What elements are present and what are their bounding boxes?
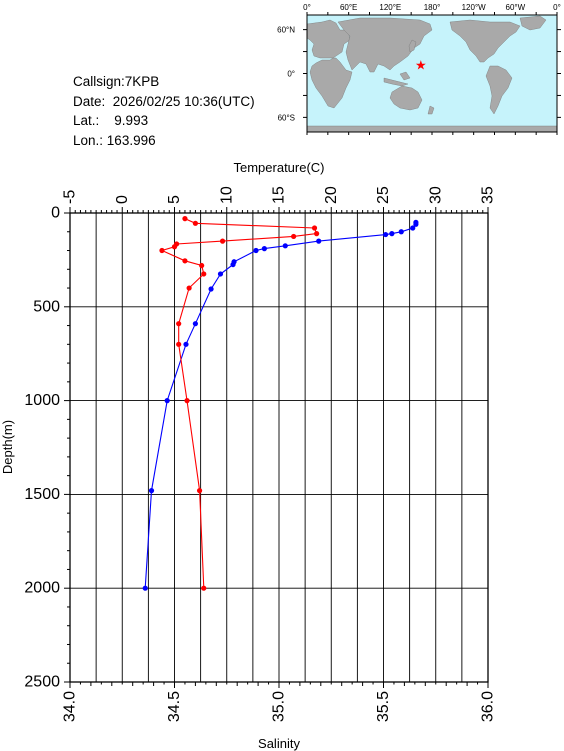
temperature-profile-line <box>144 222 417 589</box>
temperature-data-point <box>230 261 236 268</box>
map-lon-label: 180° <box>424 3 441 12</box>
temperature-axis-title: Temperature(C) <box>233 160 324 175</box>
temperature-tick-labels: -5 0 5 10 15 20 25 30 35 <box>62 186 497 204</box>
salinity-data-point <box>186 285 192 291</box>
depth-tick-label: 500 <box>33 298 60 315</box>
salinity-data-point <box>171 244 178 250</box>
temperature-data-point <box>217 271 224 277</box>
station-info: Callsign:7KPB Date: 2026/02/25 10:36(UTC… <box>73 72 255 150</box>
salinity-tick-label: 36.0 <box>480 691 497 722</box>
salinity-data-point <box>201 271 207 277</box>
temperature-data-point <box>389 231 395 237</box>
date-value: 2026/02/25 10:36(UTC) <box>112 93 255 109</box>
temperature-tick-label: -5 <box>62 190 79 204</box>
temperature-data-point <box>253 247 259 254</box>
date-label: Date: <box>73 93 106 109</box>
chart-grid <box>69 213 489 682</box>
temperature-data-point <box>282 243 288 249</box>
salinity-data-point <box>314 231 320 237</box>
location-star-icon: ★ <box>415 59 427 74</box>
depth-tick-labels: 0 500 1000 1500 2000 2500 <box>24 205 60 691</box>
date-line: Date: 2026/02/25 10:36(UTC) <box>73 92 255 112</box>
salinity-tick-labels: 34.0 34.5 35.0 35.5 36.0 <box>62 691 497 722</box>
temperature-data-point <box>316 238 322 244</box>
lat-line: Lat.: 9.993 <box>73 111 255 131</box>
map-frame-ticks <box>303 12 561 135</box>
map-lat-label: 60°N <box>277 26 295 35</box>
salinity-data-point <box>182 216 188 222</box>
depth-tick-label: 2000 <box>24 580 60 597</box>
depth-axis-title: Depth(m) <box>0 420 15 474</box>
depth-tick-label: 1500 <box>24 486 60 503</box>
temperature-data-point <box>192 321 198 327</box>
salinity-profile-line <box>160 218 318 589</box>
temperature-data-point <box>413 221 419 227</box>
temperature-tick-label: 25 <box>375 186 392 204</box>
lon-value: 163.996 <box>106 132 156 148</box>
map-lon-label: 120°E <box>379 3 401 12</box>
series-layer <box>142 216 419 591</box>
salinity-data-point <box>176 321 182 327</box>
temperature-data-point <box>410 225 416 231</box>
temperature-data-point <box>398 229 404 235</box>
depth-tick-label: 0 <box>51 205 60 222</box>
salinity-tick-label: 34.5 <box>166 691 183 722</box>
salinity-data-point <box>219 238 226 244</box>
salinity-data-point <box>311 225 318 231</box>
temperature-tick-label: 0 <box>114 195 131 204</box>
map-lat-label: 60°S <box>278 113 295 122</box>
map-top-labels: 0° 60°E 120°E 180° 120°W 60°W 0° <box>303 3 561 12</box>
salinity-data-point <box>159 247 165 254</box>
temperature-data-point <box>164 398 170 404</box>
temperature-data-point <box>382 231 389 238</box>
map-lat-label: 0° <box>287 70 295 79</box>
lat-label: Lat.: <box>73 113 100 128</box>
salinity-data-point <box>176 341 182 347</box>
temperature-data-point <box>142 585 148 591</box>
temperature-tick-label: 5 <box>166 195 183 204</box>
lat-value: 9.993 <box>114 113 149 128</box>
salinity-tick-label: 35.0 <box>271 691 288 722</box>
salinity-data-point <box>291 233 297 240</box>
salinity-data-point <box>182 258 188 264</box>
temperature-data-point <box>183 341 189 347</box>
world-map: 0° 60°E 120°E 180° 120°W 60°W 0° 60°N 0° 60°S ★ <box>277 3 561 135</box>
map-lon-label: 60°W <box>506 3 526 12</box>
temperature-tick-label: 30 <box>427 186 444 204</box>
callsign-line: Callsign:7KPB <box>73 72 255 92</box>
depth-tick-label: 2500 <box>24 674 60 691</box>
salinity-data-point <box>201 585 207 591</box>
temperature-tick-label: 10 <box>218 186 235 204</box>
temperature-data-point <box>148 488 155 494</box>
salinity-tick-label: 35.5 <box>375 691 392 722</box>
temperature-data-point <box>261 246 267 252</box>
map-lon-label: 120°W <box>462 3 487 12</box>
map-lon-label: 0° <box>303 3 311 12</box>
map-side-labels: 60°N 0° 60°S <box>277 26 295 123</box>
temperature-tick-label: 15 <box>271 186 288 204</box>
lon-label: Lon.: <box>73 132 104 148</box>
callsign-label: Callsign: <box>73 74 125 89</box>
salinity-data-point <box>192 220 198 226</box>
lon-line: Lon.: 163.996 <box>73 131 255 151</box>
temperature-tick-label: 20 <box>323 186 340 204</box>
temperature-tick-label: 35 <box>480 186 497 204</box>
salinity-data-point <box>196 488 203 494</box>
salinity-axis-title: Salinity <box>258 736 300 751</box>
salinity-data-point <box>199 262 205 269</box>
map-lon-label: 0° <box>553 3 561 12</box>
depth-tick-label: 1000 <box>24 392 60 409</box>
map-lon-label: 60°E <box>340 3 357 12</box>
map-land <box>306 15 558 133</box>
temperature-data-point <box>208 286 214 292</box>
salinity-data-point <box>184 398 190 404</box>
callsign-value: 7KPB <box>124 74 160 89</box>
axis-ticks <box>64 207 489 688</box>
salinity-tick-label: 34.0 <box>62 691 79 722</box>
